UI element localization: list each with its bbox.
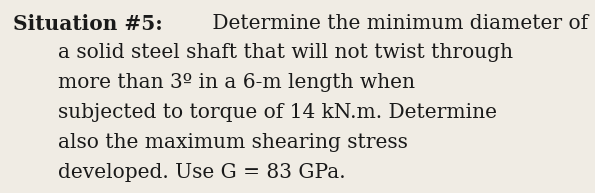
Text: developed. Use G = 83 GPa.: developed. Use G = 83 GPa.: [58, 163, 346, 182]
Text: Situation #5:: Situation #5:: [13, 14, 163, 34]
Text: also the maximum shearing stress: also the maximum shearing stress: [58, 133, 408, 152]
Text: a solid steel shaft that will not twist through: a solid steel shaft that will not twist …: [58, 43, 513, 62]
Text: Determine the minimum diameter of: Determine the minimum diameter of: [206, 14, 588, 32]
Text: subjected to torque of 14 kN.m. Determine: subjected to torque of 14 kN.m. Determin…: [58, 103, 497, 122]
Text: more than 3º in a 6-m length when: more than 3º in a 6-m length when: [58, 73, 415, 92]
